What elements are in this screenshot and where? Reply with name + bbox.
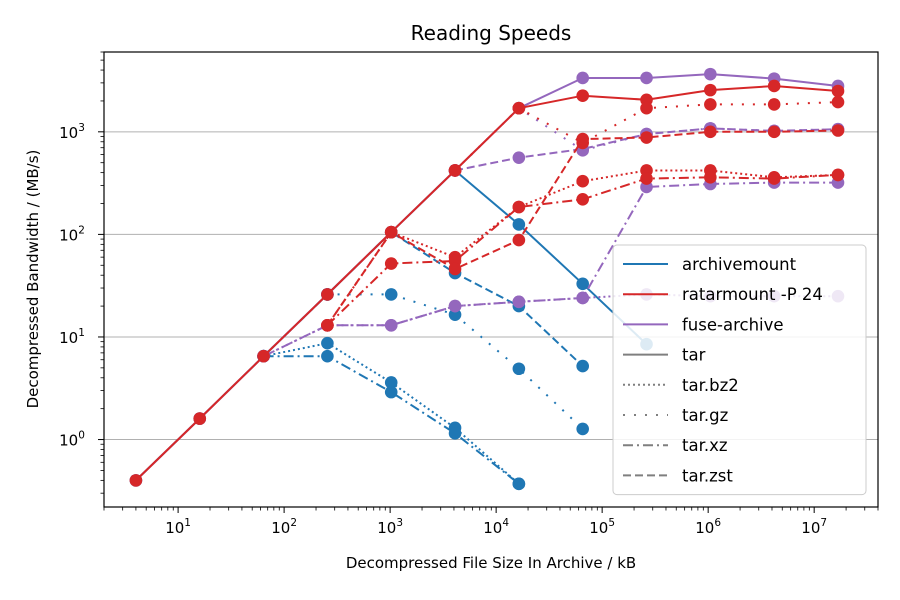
data-point <box>704 67 717 81</box>
data-point <box>767 172 781 185</box>
data-point <box>512 101 526 115</box>
legend-label: archivemount <box>682 255 797 274</box>
data-point <box>512 477 526 491</box>
data-point <box>767 125 781 139</box>
data-point <box>576 132 589 146</box>
data-point <box>384 225 398 239</box>
data-point <box>831 84 845 98</box>
data-point <box>512 295 526 309</box>
chart-title: Reading Speeds <box>411 21 572 45</box>
data-point <box>321 336 334 350</box>
data-point <box>512 362 526 376</box>
data-point <box>448 262 462 276</box>
data-point <box>831 168 845 182</box>
data-point <box>576 174 589 188</box>
legend: archivemount ratarmount -P 24 fuse-archive… <box>612 244 867 496</box>
data-point <box>321 288 334 301</box>
data-point <box>831 95 845 109</box>
data-point <box>576 359 589 373</box>
data-point <box>576 71 589 85</box>
data-point <box>384 318 398 332</box>
data-point <box>576 422 589 436</box>
data-point <box>704 98 717 111</box>
data-point <box>512 233 526 247</box>
data-point <box>576 291 589 305</box>
data-point <box>767 79 781 93</box>
legend-label: ratarmount -P 24 <box>682 285 823 304</box>
series-line <box>263 355 520 485</box>
data-point <box>512 151 526 164</box>
data-point <box>448 427 462 440</box>
legend-label: tar.gz <box>682 406 728 425</box>
data-point <box>384 385 398 399</box>
data-point <box>640 131 653 144</box>
x-axis-label: Decompressed File Size In Archive / kB <box>346 554 636 572</box>
data-point <box>576 89 589 102</box>
data-point <box>448 299 462 313</box>
legend-label: tar.zst <box>682 466 733 485</box>
data-point <box>704 171 717 184</box>
data-point <box>384 376 398 389</box>
data-point <box>129 474 143 487</box>
data-point <box>512 218 526 231</box>
data-point <box>448 164 462 177</box>
data-point <box>831 124 845 137</box>
legend-label: tar <box>682 346 706 365</box>
legend-label: tar.xz <box>682 436 728 455</box>
legend-box <box>612 244 867 496</box>
data-point <box>704 125 717 139</box>
series-ratarmount-p-24-tar-zst <box>321 124 845 332</box>
data-point <box>321 318 334 332</box>
data-point <box>640 101 653 115</box>
data-point <box>704 83 717 97</box>
series-archivemount-tar-xz <box>257 349 526 491</box>
data-point <box>576 192 589 206</box>
series-line <box>263 181 838 358</box>
y-axis-label: Decompressed Bandwidth / (MB/s) <box>24 150 42 409</box>
data-point <box>576 277 589 291</box>
data-point <box>384 257 398 270</box>
data-point <box>640 71 653 85</box>
data-point <box>257 349 270 363</box>
data-point <box>321 349 334 363</box>
legend-label: fuse-archive <box>682 315 784 334</box>
data-point <box>512 200 526 214</box>
data-point <box>767 98 781 111</box>
legend-label: tar.bz2 <box>682 376 739 395</box>
data-point <box>384 288 398 301</box>
data-point <box>193 412 207 425</box>
data-point <box>640 172 653 185</box>
